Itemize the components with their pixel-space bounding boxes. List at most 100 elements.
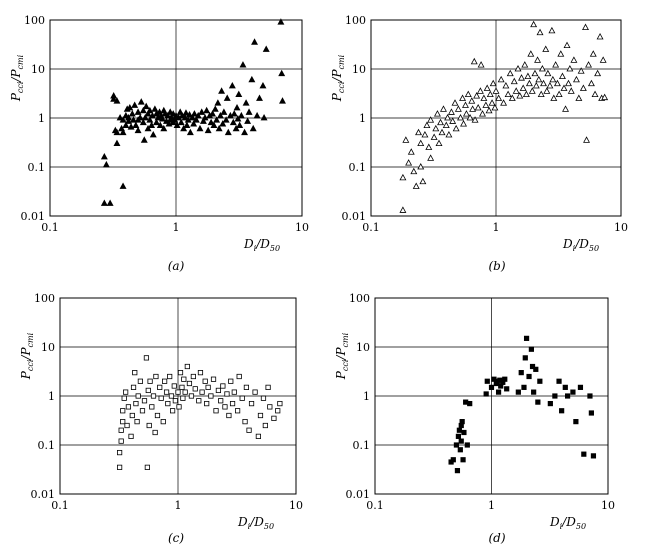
data-point bbox=[201, 113, 209, 121]
data-point bbox=[582, 23, 589, 30]
data-point bbox=[464, 90, 472, 98]
data-point bbox=[594, 69, 602, 77]
x-tick-label: 10 bbox=[614, 221, 628, 234]
data-point bbox=[412, 182, 420, 189]
data-point bbox=[589, 50, 597, 57]
data-point bbox=[188, 113, 196, 121]
data-point bbox=[455, 433, 462, 439]
data-point bbox=[560, 84, 568, 91]
data-point bbox=[479, 110, 486, 117]
data-point bbox=[522, 90, 530, 98]
data-point bbox=[210, 376, 217, 382]
data-point bbox=[548, 26, 556, 34]
data-point bbox=[558, 72, 566, 79]
data-point bbox=[451, 99, 459, 106]
data-point bbox=[181, 376, 187, 382]
data-point bbox=[142, 102, 150, 110]
data-point bbox=[153, 373, 159, 380]
data-point bbox=[423, 121, 431, 128]
data-point bbox=[425, 143, 433, 150]
data-point bbox=[151, 105, 159, 112]
data-point bbox=[583, 136, 591, 143]
x-tick-label: 10 bbox=[601, 499, 615, 512]
data-point bbox=[563, 41, 571, 49]
data-point bbox=[508, 94, 516, 101]
data-point bbox=[514, 64, 522, 72]
data-point bbox=[190, 110, 198, 117]
data-point bbox=[556, 378, 562, 384]
data-point bbox=[241, 128, 249, 136]
data-point bbox=[444, 113, 452, 121]
y-tick-label: 1 bbox=[48, 390, 55, 403]
data-point bbox=[183, 121, 191, 128]
data-point bbox=[134, 126, 142, 134]
data-point bbox=[485, 106, 493, 114]
data-point bbox=[137, 378, 143, 384]
data-point bbox=[468, 97, 476, 104]
data-point bbox=[497, 75, 505, 83]
data-point bbox=[477, 61, 485, 68]
data-point bbox=[482, 101, 490, 108]
data-point bbox=[552, 61, 560, 68]
data-point bbox=[546, 81, 554, 89]
data-point bbox=[590, 453, 597, 459]
data-point bbox=[235, 90, 243, 98]
data-point bbox=[504, 386, 510, 392]
data-point bbox=[442, 121, 450, 128]
data-point bbox=[220, 108, 228, 115]
data-point bbox=[202, 378, 208, 384]
data-point bbox=[167, 373, 173, 380]
data-point bbox=[552, 393, 558, 399]
data-point bbox=[402, 136, 410, 143]
data-point bbox=[570, 56, 578, 63]
data-point bbox=[458, 438, 464, 444]
data-point bbox=[440, 105, 447, 112]
data-point bbox=[102, 160, 110, 168]
data-point bbox=[139, 118, 147, 126]
data-point bbox=[432, 124, 440, 132]
data-point bbox=[483, 391, 489, 397]
y-tick-label: 0.1 bbox=[28, 161, 46, 174]
data-point bbox=[437, 118, 445, 126]
data-point bbox=[535, 399, 541, 405]
data-point bbox=[549, 75, 557, 83]
data-point bbox=[535, 75, 543, 83]
data-point bbox=[277, 18, 285, 25]
data-point bbox=[144, 110, 152, 117]
data-point bbox=[567, 87, 575, 94]
data-point bbox=[255, 433, 261, 439]
data-point bbox=[512, 87, 520, 94]
data-point bbox=[410, 167, 418, 175]
data-point bbox=[205, 384, 211, 390]
data-point bbox=[506, 69, 514, 77]
data-point bbox=[259, 81, 267, 89]
data-point bbox=[204, 400, 210, 407]
data-point bbox=[415, 128, 422, 136]
data-point bbox=[164, 111, 172, 119]
data-point bbox=[192, 386, 198, 392]
data-point bbox=[186, 110, 193, 118]
data-point bbox=[469, 105, 477, 112]
data-point bbox=[528, 87, 536, 94]
data-point bbox=[196, 398, 202, 404]
data-point bbox=[495, 94, 503, 101]
data-point bbox=[177, 370, 184, 376]
data-point bbox=[236, 373, 242, 380]
data-point bbox=[153, 118, 160, 126]
data-point bbox=[133, 400, 139, 407]
y-axis-label: Pcci/Pcmi bbox=[334, 332, 350, 380]
data-point bbox=[210, 121, 218, 128]
data-point bbox=[228, 81, 236, 89]
x-tick-label: 10 bbox=[289, 499, 303, 512]
data-point bbox=[252, 389, 258, 395]
data-point bbox=[149, 404, 155, 410]
data-point bbox=[249, 124, 257, 132]
data-point bbox=[466, 113, 474, 121]
data-point bbox=[222, 116, 230, 123]
data-point bbox=[231, 389, 237, 395]
data-point bbox=[452, 124, 460, 132]
data-point bbox=[447, 108, 455, 115]
data-point bbox=[256, 94, 263, 101]
data-point bbox=[122, 121, 130, 128]
